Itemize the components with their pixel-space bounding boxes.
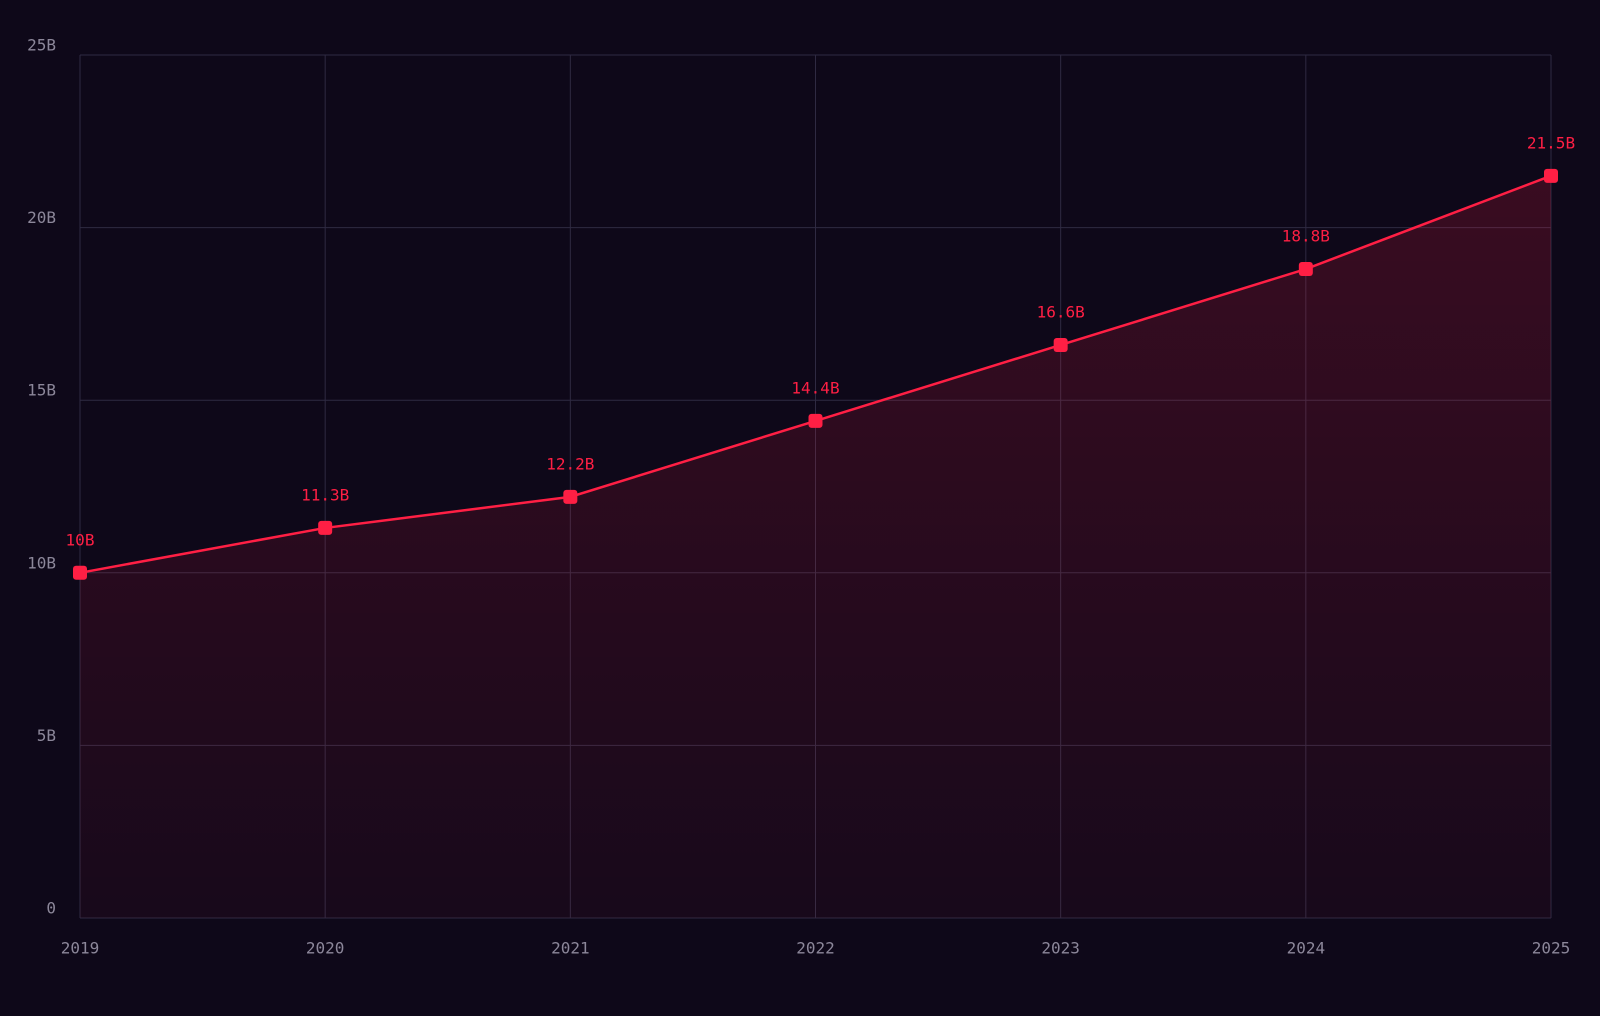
point [73,565,87,580]
y-tick-label: 15B [27,381,56,400]
x-tick-label: 2025 [1532,939,1571,958]
x-tick-label: 2022 [796,939,835,958]
value-label: 18.8B [1282,227,1330,246]
y-tick-label: 5B [37,726,56,745]
point [563,489,578,504]
y-tick-label: 10B [27,553,56,572]
point [318,520,333,535]
y-tick-label: 25B [27,36,56,55]
x-tick-label: 2021 [551,939,590,958]
y-tick-label: 20B [27,208,56,227]
value-label: 16.6B [1037,302,1085,321]
value-label: 11.3B [301,485,349,504]
value-label: 12.2B [546,454,594,473]
value-label: 21.5B [1527,133,1575,152]
x-tick-label: 2023 [1041,939,1080,958]
x-tick-label: 2019 [61,939,100,958]
x-tick-label: 2020 [306,939,345,958]
value-label: 14.4B [791,378,839,397]
point [808,413,823,428]
point [1544,168,1558,183]
point [1298,262,1313,277]
y-tick-label: 0 [46,899,56,918]
value-label: 10B [66,530,95,549]
area [80,175,1551,918]
x-tick-label: 2024 [1287,939,1326,958]
point [1053,337,1068,352]
